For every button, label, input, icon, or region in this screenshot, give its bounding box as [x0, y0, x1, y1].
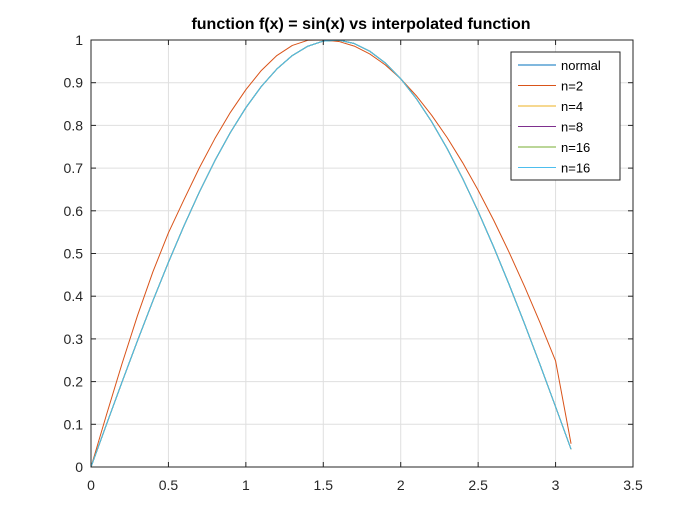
y-tick-label: 0.6: [64, 203, 84, 219]
x-tick-label: 1.5: [314, 477, 334, 493]
y-tick-label: 0.1: [64, 416, 84, 432]
y-tick-label: 0.9: [64, 75, 84, 91]
legend-entry-0[interactable]: normal: [561, 58, 601, 73]
y-tick-label: 0.2: [64, 374, 84, 390]
x-tick-label: 2.5: [468, 477, 488, 493]
legend-entry-4[interactable]: n=16: [561, 140, 590, 155]
x-tick-label: 0: [87, 477, 95, 493]
y-tick-label: 0.8: [64, 117, 84, 133]
x-tick-label: 2: [397, 477, 405, 493]
axis-ticks: 0 0.5 1 1.5 2 2.5 3 3.5 0 0.1 0.2 0.3 0.4 0.5 0.6 0.7 0.…: [64, 32, 643, 493]
x-tick-label: 1: [242, 477, 250, 493]
legend-entry-5[interactable]: n=16: [561, 161, 590, 176]
y-tick-label: 0.3: [64, 331, 84, 347]
y-tick-label: 0.7: [64, 160, 84, 176]
y-tick-label: 0.4: [64, 288, 84, 304]
legend-box: [510, 51, 621, 181]
legend[interactable]: normal n=2 n=4 n=8 n=16 n=16: [510, 51, 621, 181]
y-tick-label: 0: [75, 459, 83, 475]
x-tick-label: 3: [552, 477, 560, 493]
x-tick-label: 3.5: [623, 477, 643, 493]
y-tick-label: 0.5: [64, 246, 84, 262]
series-lines: [90, 39, 572, 468]
legend-entry-3[interactable]: n=8: [561, 120, 583, 135]
legend-entry-2[interactable]: n=4: [561, 99, 583, 114]
x-tick-label: 0.5: [159, 477, 179, 493]
series-line-5: [90, 39, 572, 468]
y-tick-label: 1: [75, 32, 83, 48]
chart-title: function f(x) = sin(x) vs interpolated f…: [191, 16, 530, 33]
legend-entry-1[interactable]: n=2: [561, 79, 583, 94]
